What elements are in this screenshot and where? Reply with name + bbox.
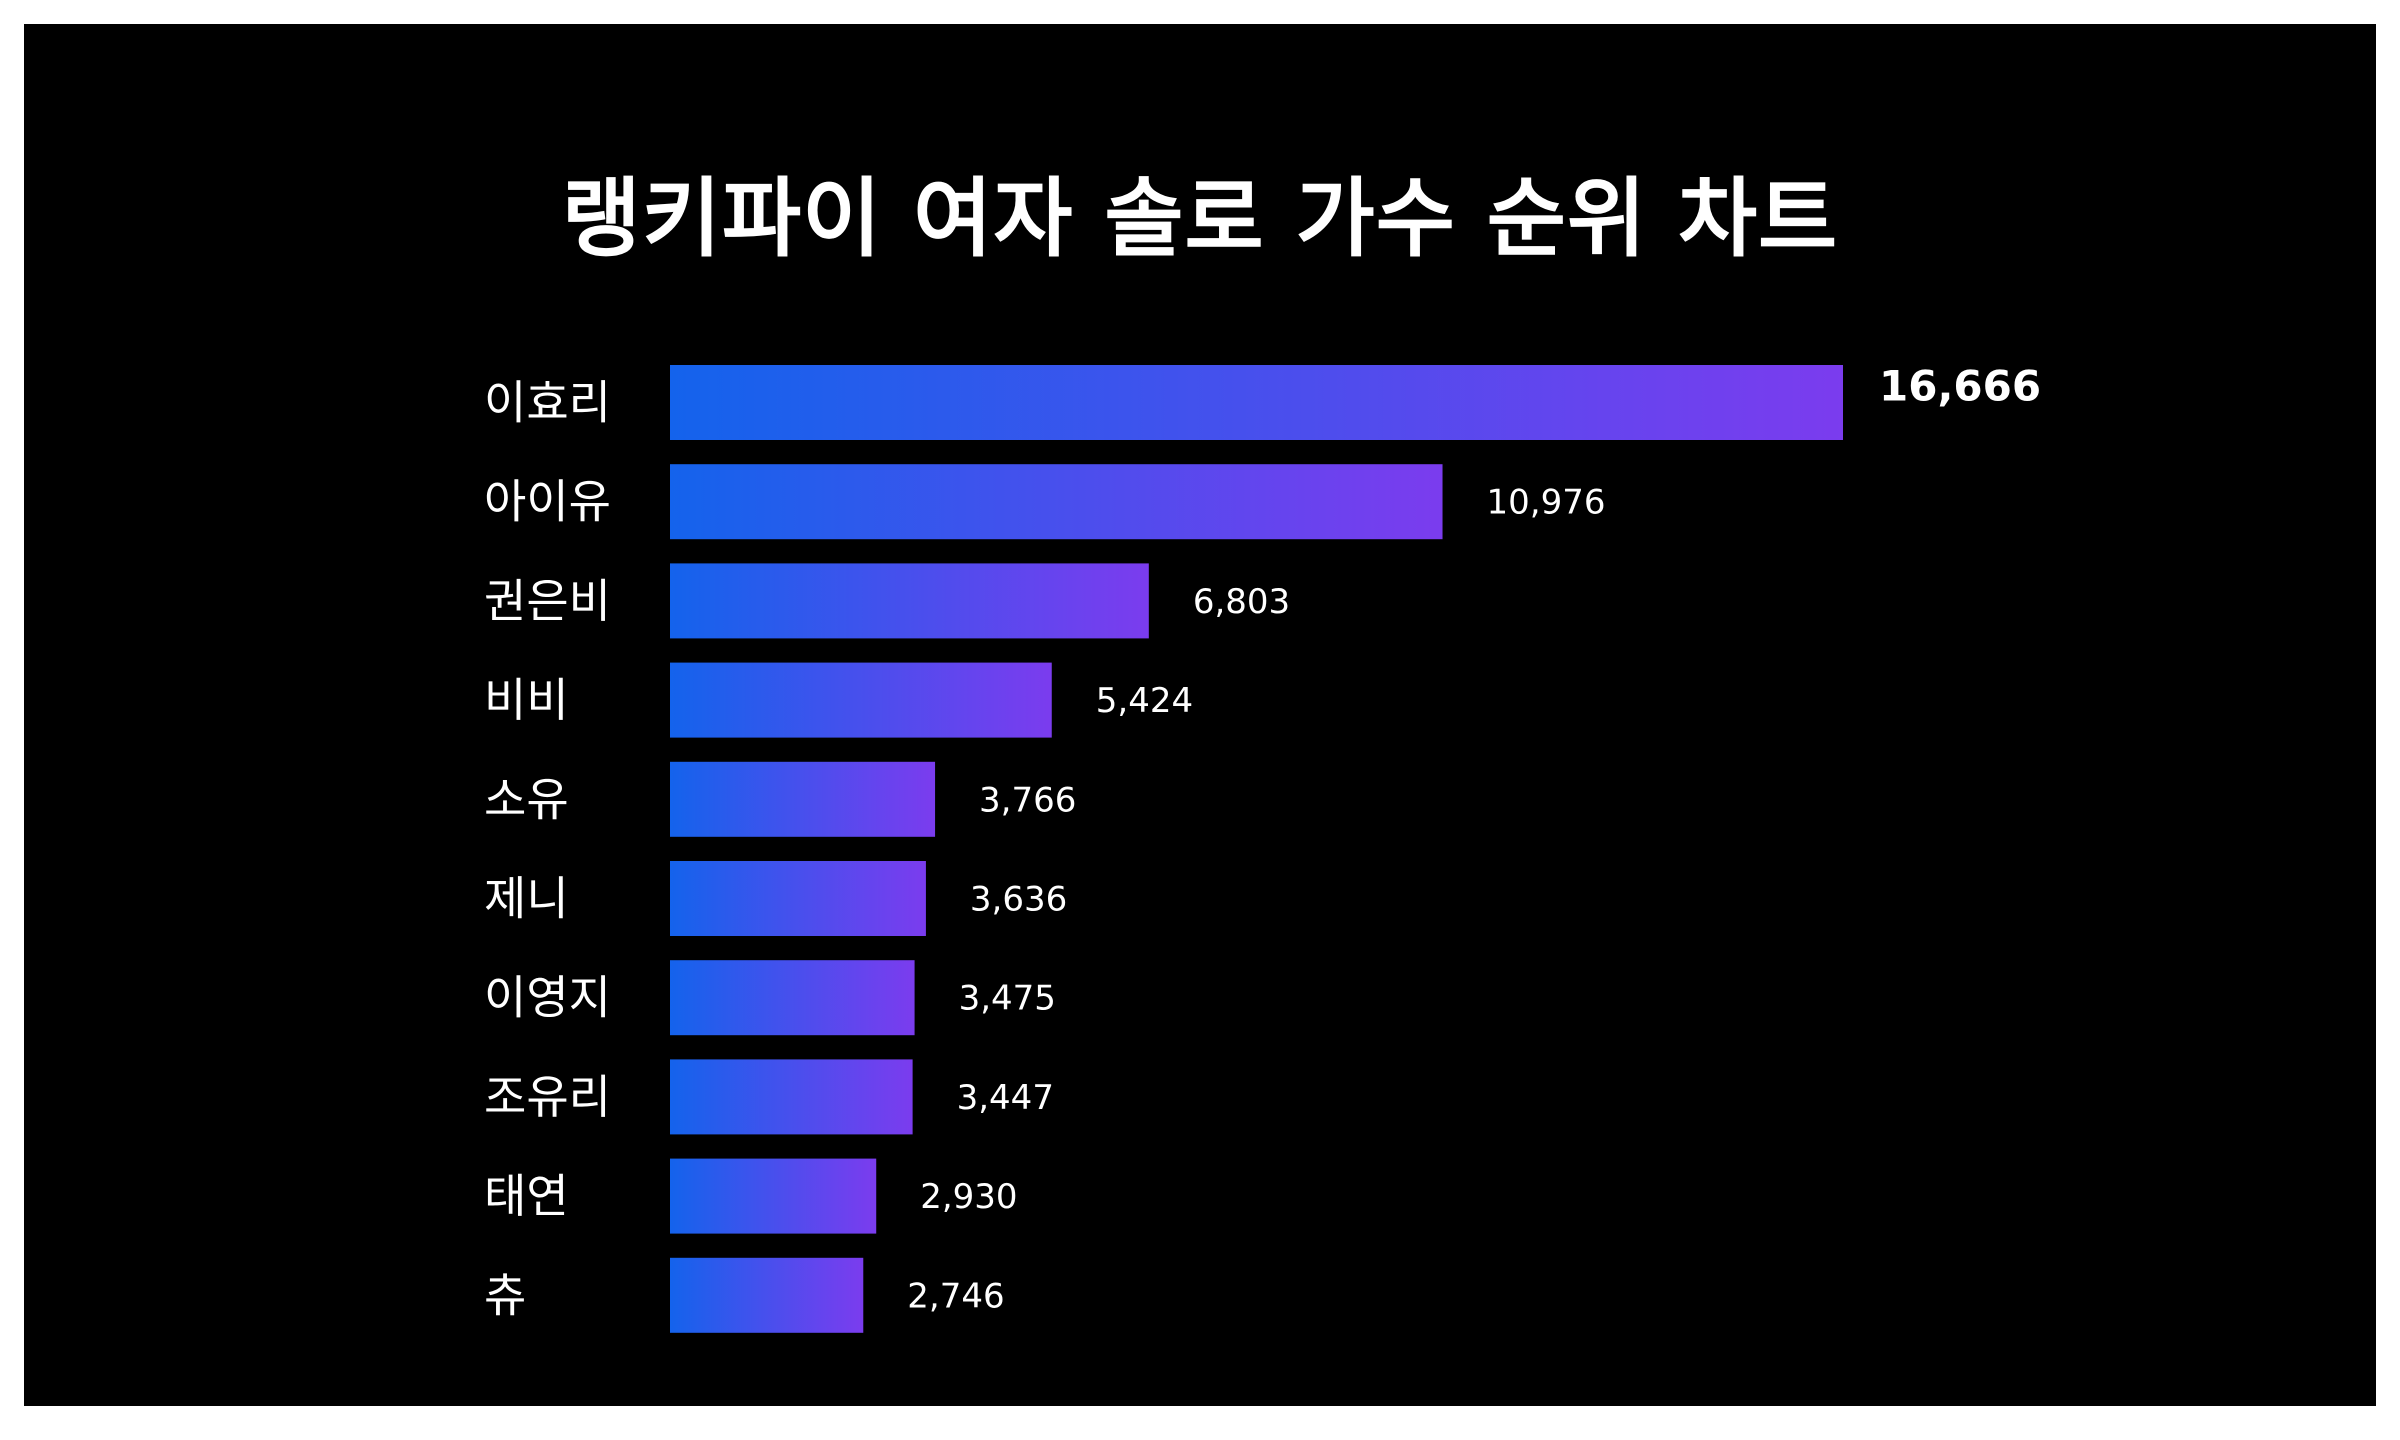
value-label: 3,475 [959,979,1056,1019]
category-label: 츄 [484,1268,526,1322]
category-label: 제니 [484,872,569,926]
bar [670,563,1149,639]
category-label: 조유리 [484,1070,611,1124]
bar [670,960,915,1036]
value-label: 16,666 [1879,362,2041,411]
category-label: 아이유 [484,475,611,529]
bar [670,1158,877,1234]
value-label: 5,424 [1096,681,1193,721]
category-label: 이효리 [484,376,611,430]
bar-chart: 이효리 16,666 아이유 10,976 권은비 6,803 비비 5,424 소유 3,766… [484,362,2041,1333]
value-label: 2,746 [907,1276,1004,1316]
value-label: 2,930 [920,1177,1017,1217]
category-label: 이영지 [484,971,611,1025]
bar [670,464,1443,540]
chart-frame: 랭키파이 여자 솔로 가수 순위 차트 이효리 16,666 아이유 10,976 권은… [24,24,2376,1406]
value-label: 3,766 [979,780,1076,820]
bar [670,761,936,837]
bar [670,861,926,936]
category-label: 태연 [484,1169,569,1223]
bar [670,1059,913,1135]
category-label: 권은비 [484,574,611,628]
bar [670,1257,864,1333]
value-label: 6,803 [1193,582,1290,622]
bar [670,662,1052,738]
chart-title: 랭키파이 여자 솔로 가수 순위 차트 [561,169,1839,269]
category-label: 소유 [484,772,569,826]
value-label: 3,447 [957,1078,1054,1118]
value-label: 10,976 [1487,483,1606,523]
bar [670,365,1843,440]
value-label: 3,636 [970,880,1067,920]
category-label: 비비 [484,673,569,727]
